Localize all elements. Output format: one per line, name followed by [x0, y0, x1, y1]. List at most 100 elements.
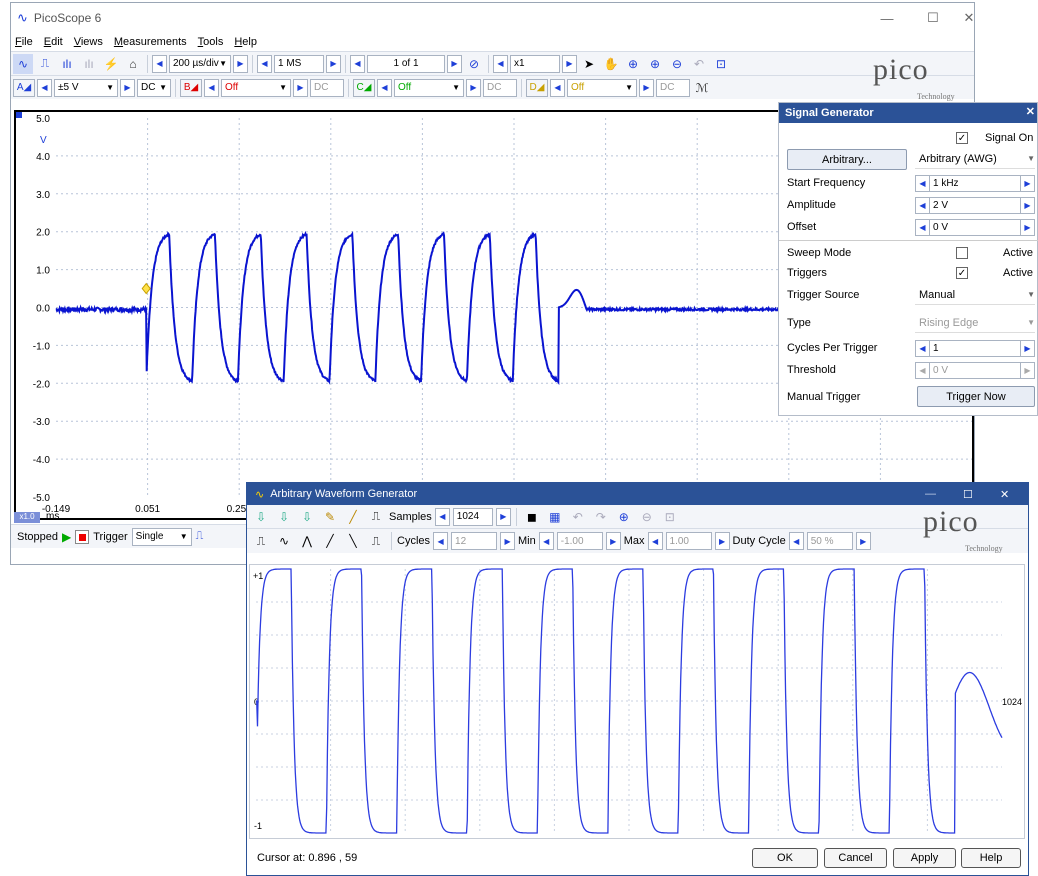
channel-d-right-arrow[interactable]: ▶	[639, 78, 654, 97]
stop-icon[interactable]	[75, 529, 90, 544]
minimize-button[interactable]: —	[880, 10, 894, 26]
line-draw-icon[interactable]: ╱	[349, 509, 357, 524]
maximize-button[interactable]: ☐	[927, 10, 939, 25]
awg-maximize-button[interactable]: ☐	[963, 488, 973, 501]
buffer-right-arrow[interactable]: ▶	[447, 54, 462, 73]
spectrum-mode-icon[interactable]: ılı	[62, 56, 72, 71]
channel-a-button[interactable]: A ◢	[13, 78, 35, 97]
signal-on-checkbox[interactable]: ✓	[956, 132, 968, 144]
zoom-out-icon[interactable]: ⊖	[671, 56, 683, 71]
menu-views[interactable]: Views	[73, 36, 103, 48]
sine-wave-icon[interactable]: ∿	[278, 534, 290, 548]
duty-left-arrow[interactable]: ◀	[788, 532, 804, 550]
scope-mode-icon[interactable]: ∿	[13, 53, 33, 74]
timebase-right-arrow[interactable]: ▶	[233, 54, 248, 73]
offset-field[interactable]: ◀ 0 V ▶	[915, 218, 1035, 236]
undo-zoom-icon[interactable]: ↶	[693, 56, 705, 71]
ok-button[interactable]: OK	[752, 848, 818, 868]
channel-a-coupling[interactable]: DC ▼	[137, 78, 171, 97]
channel-c-button[interactable]: C ◢	[353, 78, 375, 97]
trigger-now-button[interactable]: Trigger Now	[917, 386, 1035, 407]
channel-c-right-arrow[interactable]: ▶	[466, 78, 481, 97]
samples-left-arrow[interactable]: ◀	[257, 54, 272, 73]
pulse-shape-icon[interactable]: ⎍	[371, 533, 381, 548]
min-right-arrow[interactable]: ▶	[605, 532, 621, 550]
samples-select[interactable]: 1 MS	[274, 54, 324, 73]
awg-close-button[interactable]: ✕	[1000, 488, 1010, 501]
cycles-field[interactable]: 12	[451, 532, 498, 550]
wave-type-select[interactable]: Arbitrary (AWG) ▼	[915, 149, 1035, 169]
ramp-down-icon[interactable]: ╲	[349, 534, 357, 548]
awg-samples-right-arrow[interactable]: ▶	[495, 507, 511, 526]
min-field[interactable]: -1.00	[556, 532, 603, 550]
channel-b-range[interactable]: Off ▼	[221, 78, 291, 97]
cancel-button[interactable]: Cancel	[824, 848, 887, 868]
max-field[interactable]: 1.00	[665, 532, 712, 550]
pulse-train-icon[interactable]: ⎍	[371, 509, 381, 523]
awg-samples-field[interactable]: 1024	[452, 507, 493, 526]
channel-d-button[interactable]: D ◢	[526, 78, 548, 97]
awg-redo-icon[interactable]: ↷	[595, 509, 606, 524]
arbitrary-button[interactable]: Arbitrary...	[787, 149, 907, 170]
zoom-left-arrow[interactable]: ◀	[493, 54, 508, 73]
persistence-mode-icon[interactable]: ⎍	[40, 56, 50, 70]
amplitude-field[interactable]: ◀ 2 V ▶	[915, 196, 1035, 214]
export-icon[interactable]: ⇩	[278, 509, 290, 524]
signal-generator-close-icon[interactable]: ✕	[1025, 106, 1035, 118]
trigger-source-select[interactable]: Manual ▼	[915, 285, 1035, 305]
awg-zoom-out-icon[interactable]: ⊖	[641, 509, 652, 524]
channel-a-right-arrow[interactable]: ▶	[120, 78, 135, 97]
apply-button[interactable]: Apply	[893, 848, 956, 868]
square-wave-icon[interactable]: ⎍	[256, 533, 266, 548]
start-frequency-field[interactable]: ◀ 1 kHz ▶	[915, 174, 1035, 192]
hand-icon[interactable]: ✋	[603, 56, 619, 71]
waveform-icon[interactable]: ▦	[549, 509, 561, 524]
timebase-select[interactable]: 200 µs/div ▼	[169, 54, 231, 73]
awg-samples-left-arrow[interactable]: ◀	[434, 507, 450, 526]
channel-b-right-arrow[interactable]: ▶	[293, 78, 308, 97]
sweep-mode-checkbox[interactable]	[956, 247, 968, 259]
duty-field[interactable]: 50 %	[806, 532, 853, 550]
zoom-field[interactable]: x1	[510, 54, 560, 73]
export-alt-icon[interactable]: ⇩	[301, 509, 313, 524]
buffer-navigator-icon[interactable]: ⊘	[468, 56, 480, 71]
awg-minimize-button[interactable]: —	[925, 488, 936, 500]
timebase-left-arrow[interactable]: ◀	[152, 54, 167, 73]
cycles-right-arrow[interactable]: ▶	[500, 532, 516, 550]
home-icon[interactable]: ⌂	[129, 56, 137, 71]
menu-help[interactable]: Help	[234, 36, 257, 48]
channel-c-range[interactable]: Off ▼	[394, 78, 464, 97]
trigger-edge-icon[interactable]: ⎍	[195, 530, 204, 542]
pencil-icon[interactable]: ✎	[324, 509, 336, 524]
channel-b-left-arrow[interactable]: ◀	[204, 78, 219, 97]
menu-edit[interactable]: Edit	[43, 36, 63, 48]
menu-measurements[interactable]: Measurements	[113, 36, 187, 48]
channel-a-left-arrow[interactable]: ◀	[37, 78, 52, 97]
zoom-fit-icon[interactable]: ⊡	[715, 56, 727, 71]
zoom-area-icon[interactable]: ⊕	[649, 56, 661, 71]
samples-right-arrow[interactable]: ▶	[326, 54, 341, 73]
min-left-arrow[interactable]: ◀	[538, 532, 554, 550]
buffer-left-arrow[interactable]: ◀	[350, 54, 365, 73]
cycles-per-trigger-field[interactable]: ◀ 1 ▶	[915, 339, 1035, 357]
zoom-in-icon[interactable]: ⊕	[627, 56, 639, 71]
triangle-wave-icon[interactable]: ⋀	[302, 534, 312, 548]
menu-tools[interactable]: Tools	[197, 36, 224, 48]
awg-zoom-fit-icon[interactable]: ⊡	[664, 509, 675, 524]
channel-c-left-arrow[interactable]: ◀	[377, 78, 392, 97]
probe-icon[interactable]: ⚡	[103, 56, 119, 71]
help-button[interactable]: Help	[961, 848, 1021, 868]
trigger-mode-select[interactable]: Single ▼	[131, 527, 192, 546]
zoom-right-arrow[interactable]: ▶	[562, 54, 577, 73]
x-scale-badge[interactable]: x1.0	[14, 512, 40, 523]
start-icon[interactable]: ▶	[61, 529, 72, 544]
pointer-icon[interactable]: ➤	[583, 56, 595, 71]
duty-right-arrow[interactable]: ▶	[855, 532, 871, 550]
awg-waveform-editor[interactable]: +1 0 -1 1024	[249, 564, 1025, 839]
cycles-left-arrow[interactable]: ◀	[433, 532, 449, 550]
clear-icon[interactable]: ◼	[526, 509, 537, 524]
channel-d-range[interactable]: Off ▼	[567, 78, 637, 97]
awg-zoom-in-icon[interactable]: ⊕	[618, 509, 629, 524]
max-right-arrow[interactable]: ▶	[714, 532, 730, 550]
